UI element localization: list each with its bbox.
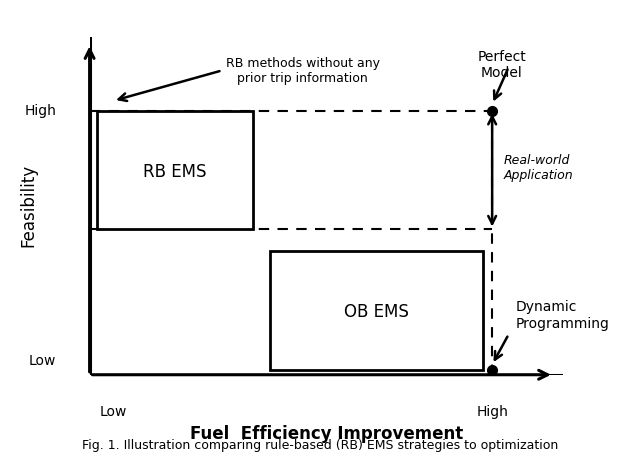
Text: Real-world
Application: Real-world Application <box>504 154 573 182</box>
Text: Dynamic
Programming: Dynamic Programming <box>516 300 610 330</box>
Bar <box>269 251 483 370</box>
Text: High: High <box>24 104 56 118</box>
Text: OB EMS: OB EMS <box>344 303 408 321</box>
Text: Perfect
Model: Perfect Model <box>477 50 526 80</box>
Text: Low: Low <box>29 354 56 368</box>
Text: RB EMS: RB EMS <box>143 163 207 181</box>
Text: Fig. 1. Illustration comparing rule-based (RB) EMS strategies to optimization: Fig. 1. Illustration comparing rule-base… <box>82 440 558 452</box>
Text: RB methods without any
prior trip information: RB methods without any prior trip inform… <box>226 57 380 85</box>
Text: Low: Low <box>100 405 127 419</box>
Text: Fuel  Efficiency Improvement: Fuel Efficiency Improvement <box>190 425 463 443</box>
Text: Feasibility: Feasibility <box>19 164 37 247</box>
Bar <box>97 111 253 229</box>
Text: High: High <box>476 405 508 419</box>
